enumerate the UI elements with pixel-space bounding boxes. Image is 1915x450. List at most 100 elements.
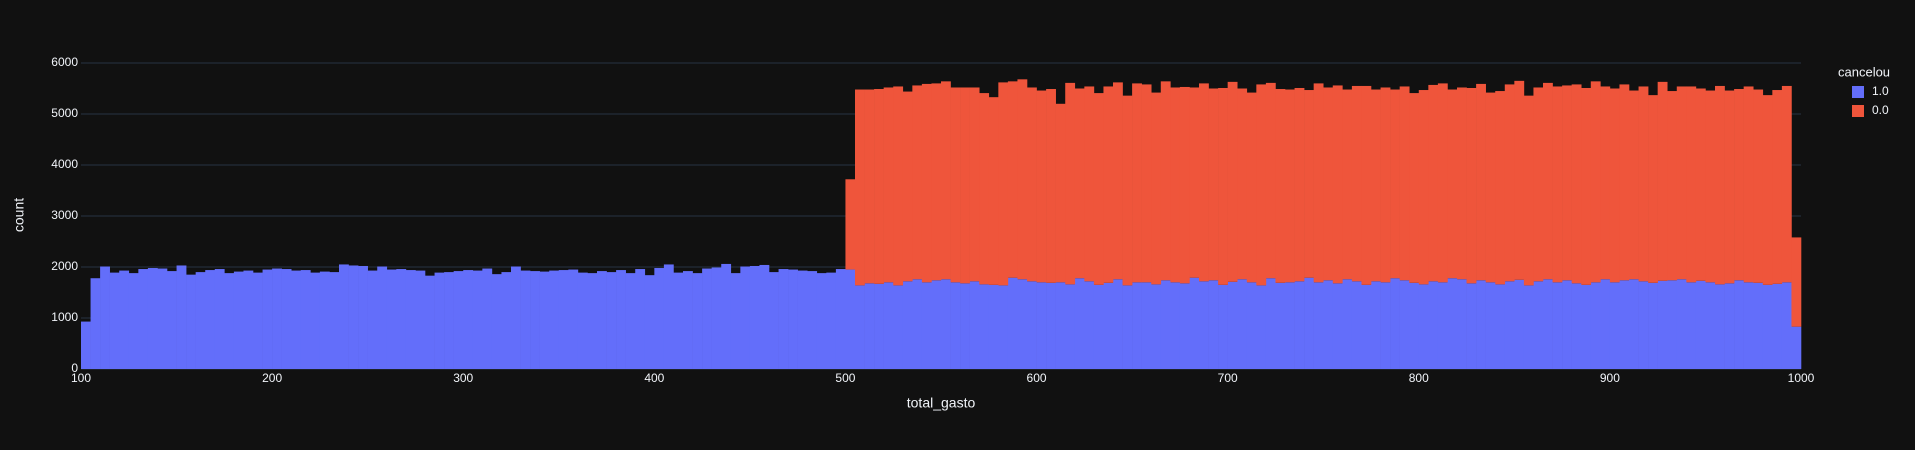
histogram-bar	[1648, 95, 1658, 283]
histogram-bar	[1418, 90, 1429, 285]
legend-label: 1.0	[1872, 84, 1889, 98]
histogram-bar	[329, 272, 340, 369]
histogram-bar	[501, 272, 512, 369]
histogram-bar	[950, 87, 961, 283]
histogram-bar	[788, 269, 798, 369]
histogram-bar	[1715, 284, 1725, 369]
histogram-bar	[1065, 284, 1076, 369]
histogram-bar	[243, 270, 254, 369]
y-tick-label: 5000	[51, 106, 78, 120]
histogram-bar	[253, 272, 263, 369]
histogram-bar	[950, 282, 961, 369]
histogram-bar	[1027, 87, 1037, 282]
histogram-bar	[1294, 87, 1305, 282]
histogram-bar	[1036, 282, 1047, 369]
histogram-bar	[1476, 280, 1486, 369]
histogram-bar	[1495, 284, 1506, 369]
histogram-bar	[1122, 95, 1133, 286]
histogram-bar	[472, 270, 483, 369]
y-tick-label: 4000	[51, 157, 78, 171]
histogram-bar	[520, 270, 531, 369]
histogram-bar	[1638, 86, 1649, 282]
histogram-bar	[386, 269, 397, 369]
y-axis-title: count	[11, 198, 27, 232]
histogram-bar	[979, 284, 990, 369]
histogram-bar	[1600, 86, 1611, 280]
histogram-bar	[1504, 84, 1515, 282]
x-tick-label: 400	[644, 371, 664, 385]
histogram-bar	[1418, 284, 1429, 369]
histogram-bar	[1619, 84, 1630, 281]
histogram-bar	[606, 272, 617, 369]
histogram-bar	[1227, 81, 1238, 282]
histogram-bar	[921, 282, 932, 369]
histogram-bar	[1686, 86, 1697, 283]
histogram-bar	[1399, 280, 1410, 369]
x-tick-label: 600	[1027, 371, 1047, 385]
histogram-bar	[281, 269, 292, 369]
histogram-bar	[1074, 88, 1085, 279]
histogram-bar	[855, 285, 865, 369]
histogram-bar	[1093, 93, 1104, 285]
histogram-bar	[912, 85, 923, 280]
histogram-bar	[272, 268, 282, 369]
histogram-bar	[902, 281, 913, 369]
histogram-bar	[1046, 89, 1056, 283]
histogram-bar	[1103, 86, 1114, 283]
histogram-bar	[740, 266, 751, 369]
histogram-bar	[491, 274, 502, 369]
histogram-bar	[960, 87, 970, 284]
histogram-bar	[1686, 282, 1697, 369]
histogram-bar	[291, 270, 302, 369]
histogram-bar	[931, 83, 942, 281]
histogram-bar	[797, 270, 808, 369]
histogram-bar	[1256, 84, 1267, 286]
histogram-bar	[549, 270, 560, 369]
histogram-bar	[1189, 87, 1200, 278]
histogram-bar	[1294, 281, 1305, 369]
histogram-bar	[109, 272, 120, 369]
histogram-bar	[1409, 93, 1420, 283]
histogram-bar	[1437, 282, 1448, 369]
histogram-bar	[396, 269, 407, 369]
histogram-bar	[816, 273, 827, 369]
histogram-bar	[425, 275, 435, 369]
histogram-bar	[300, 270, 311, 369]
histogram-bar	[1304, 277, 1314, 369]
histogram-bar	[214, 269, 225, 369]
histogram-bar	[1457, 87, 1467, 280]
histogram-bar	[367, 270, 378, 369]
histogram-bar	[415, 270, 426, 369]
histogram-bar	[1074, 278, 1085, 369]
histogram-bar	[1093, 284, 1104, 369]
x-tick-label: 1000	[1788, 371, 1815, 385]
histogram-bar	[1160, 81, 1171, 281]
histogram-bar	[405, 270, 416, 369]
histogram-bar	[1027, 281, 1037, 369]
histogram-bar	[1380, 282, 1391, 369]
histogram-bar	[1007, 277, 1018, 369]
y-tick-label: 1000	[51, 310, 78, 324]
histogram-bar	[434, 272, 445, 369]
histogram-bar	[855, 89, 865, 286]
histogram-bar	[1791, 237, 1802, 327]
histogram-bar	[864, 283, 875, 369]
histogram-bar	[1199, 83, 1209, 282]
histogram-bar	[1151, 284, 1162, 369]
histogram-bar	[453, 271, 464, 369]
histogram-bar	[1571, 84, 1582, 284]
histogram-bar	[1055, 282, 1066, 369]
histogram-bar	[1285, 282, 1295, 369]
x-tick-label: 900	[1600, 371, 1620, 385]
histogram-bar	[730, 273, 741, 369]
histogram-bar	[81, 321, 91, 369]
histogram-bar	[1552, 86, 1563, 283]
histogram-bar	[1571, 283, 1582, 369]
histogram-bar	[348, 265, 359, 369]
histogram-bar	[319, 271, 330, 369]
histogram-bar	[1380, 87, 1391, 283]
histogram-bar	[1390, 278, 1400, 369]
histogram-bar	[1189, 277, 1200, 369]
histogram-bar	[1609, 88, 1620, 283]
histogram-bar	[826, 272, 837, 369]
